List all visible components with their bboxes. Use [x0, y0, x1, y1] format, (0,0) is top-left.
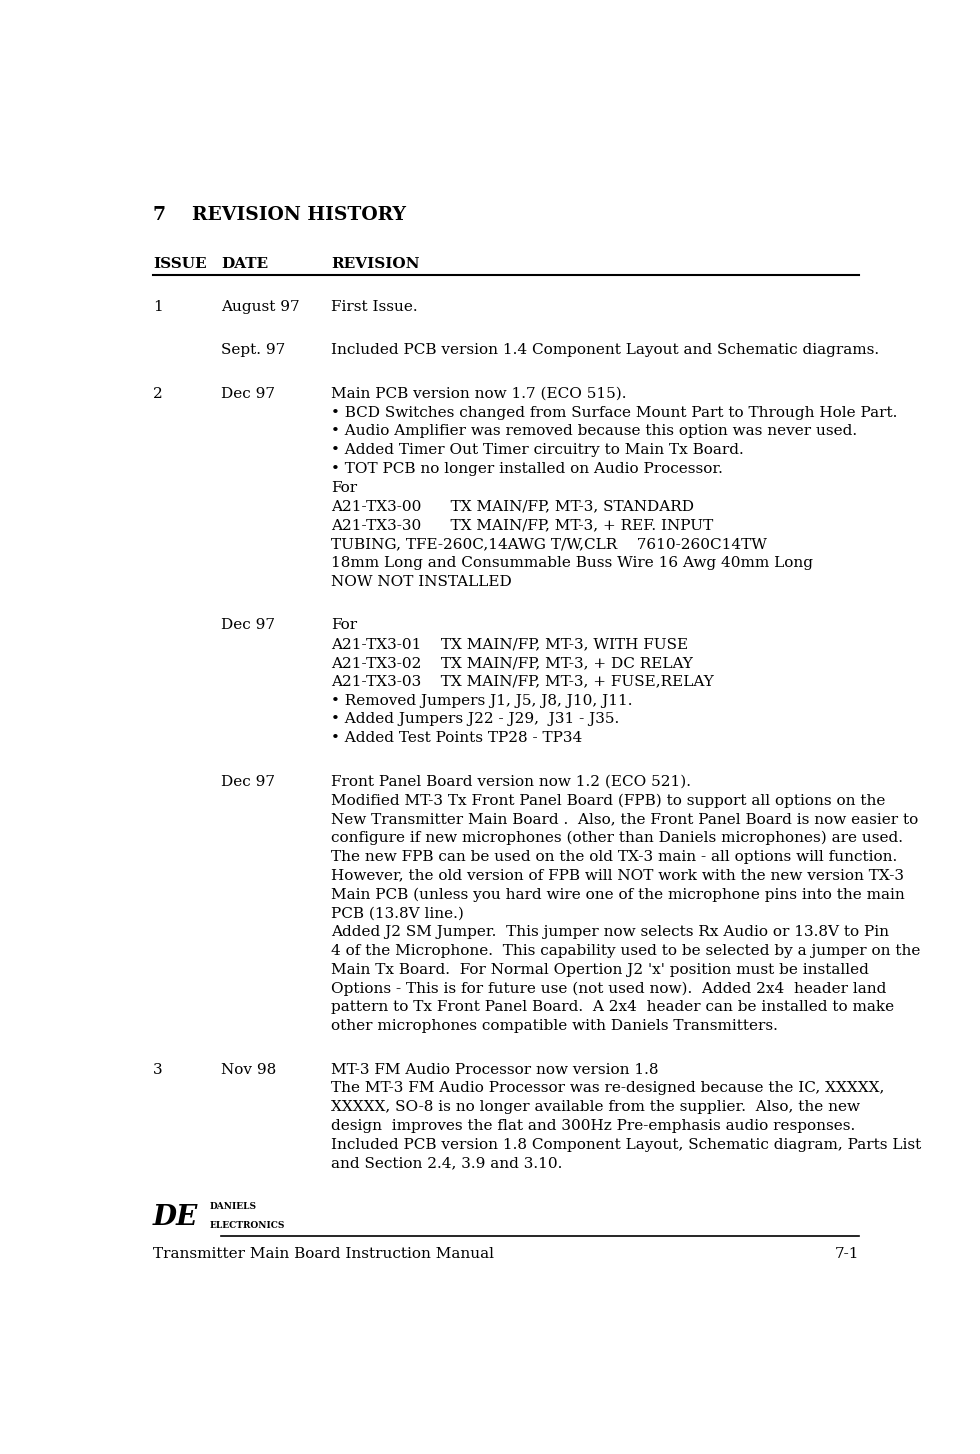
Text: For: For [331, 618, 358, 632]
Text: The new FPB can be used on the old TX-3 main - all options will function.: The new FPB can be used on the old TX-3 … [331, 849, 898, 864]
Text: XXXXX, SO-8 is no longer available from the supplier.  Also, the new: XXXXX, SO-8 is no longer available from … [331, 1101, 860, 1114]
Text: 18mm Long and Consummable Buss Wire 16 Awg 40mm Long: 18mm Long and Consummable Buss Wire 16 A… [331, 555, 813, 570]
Text: REVISION: REVISION [331, 257, 419, 272]
Text: Main PCB version now 1.7 (ECO 515).: Main PCB version now 1.7 (ECO 515). [331, 387, 627, 401]
Text: Main Tx Board.  For Normal Opertion J2 'x' position must be installed: Main Tx Board. For Normal Opertion J2 'x… [331, 963, 869, 977]
Text: configure if new microphones (other than Daniels microphones) are used.: configure if new microphones (other than… [331, 832, 904, 845]
Text: 1: 1 [153, 300, 163, 314]
Text: 4 of the Microphone.  This capability used to be selected by a jumper on the: 4 of the Microphone. This capability use… [331, 944, 921, 958]
Text: Transmitter Main Board Instruction Manual: Transmitter Main Board Instruction Manua… [153, 1248, 494, 1261]
Text: Modified MT-3 Tx Front Panel Board (FPB) to support all options on the: Modified MT-3 Tx Front Panel Board (FPB)… [331, 794, 886, 808]
Text: • Audio Amplifier was removed because this option was never used.: • Audio Amplifier was removed because th… [331, 425, 857, 438]
Text: A21-TX3-30      TX MAIN/FP, MT-3, + REF. INPUT: A21-TX3-30 TX MAIN/FP, MT-3, + REF. INPU… [331, 519, 713, 532]
Text: 7-1: 7-1 [835, 1248, 859, 1261]
Text: The MT-3 FM Audio Processor was re-designed because the IC, XXXXX,: The MT-3 FM Audio Processor was re-desig… [331, 1082, 885, 1095]
Text: other microphones compatible with Daniels Transmitters.: other microphones compatible with Daniel… [331, 1019, 778, 1034]
Text: For: For [331, 481, 358, 494]
Text: Main PCB (unless you hard wire one of the microphone pins into the main: Main PCB (unless you hard wire one of th… [331, 887, 906, 901]
Text: MT-3 FM Audio Processor now version 1.8: MT-3 FM Audio Processor now version 1.8 [331, 1063, 659, 1076]
Text: TUBING, TFE-260C,14AWG T/W,CLR    7610-260C14TW: TUBING, TFE-260C,14AWG T/W,CLR 7610-260C… [331, 537, 767, 551]
Text: • Added Timer Out Timer circuitry to Main Tx Board.: • Added Timer Out Timer circuitry to Mai… [331, 443, 744, 457]
Text: Sept. 97: Sept. 97 [221, 343, 285, 358]
Text: NOW NOT INSTALLED: NOW NOT INSTALLED [331, 574, 513, 589]
Text: New Transmitter Main Board .  Also, the Front Panel Board is now easier to: New Transmitter Main Board . Also, the F… [331, 813, 918, 826]
Text: design  improves the flat and 300Hz Pre-emphasis audio responses.: design improves the flat and 300Hz Pre-e… [331, 1120, 856, 1133]
Text: ISSUE: ISSUE [153, 257, 207, 272]
Text: A21-TX3-01    TX MAIN/FP, MT-3, WITH FUSE: A21-TX3-01 TX MAIN/FP, MT-3, WITH FUSE [331, 637, 689, 651]
Text: August 97: August 97 [221, 300, 300, 314]
Text: 3: 3 [153, 1063, 163, 1076]
Text: Nov 98: Nov 98 [221, 1063, 276, 1076]
Text: Dec 97: Dec 97 [221, 618, 275, 632]
Text: DATE: DATE [221, 257, 269, 272]
Text: 7    REVISION HISTORY: 7 REVISION HISTORY [153, 206, 406, 224]
Text: • Added Jumpers J22 - J29,  J31 - J35.: • Added Jumpers J22 - J29, J31 - J35. [331, 712, 619, 727]
Text: • TOT PCB no longer installed on Audio Processor.: • TOT PCB no longer installed on Audio P… [331, 462, 723, 475]
Text: A21-TX3-03    TX MAIN/FP, MT-3, + FUSE,RELAY: A21-TX3-03 TX MAIN/FP, MT-3, + FUSE,RELA… [331, 675, 714, 689]
Text: DANIELS: DANIELS [210, 1202, 257, 1211]
Text: Dec 97: Dec 97 [221, 775, 275, 788]
Text: Included PCB version 1.4 Component Layout and Schematic diagrams.: Included PCB version 1.4 Component Layou… [331, 343, 879, 358]
Text: First Issue.: First Issue. [331, 300, 418, 314]
Text: A21-TX3-02    TX MAIN/FP, MT-3, + DC RELAY: A21-TX3-02 TX MAIN/FP, MT-3, + DC RELAY [331, 656, 693, 670]
Text: • BCD Switches changed from Surface Mount Part to Through Hole Part.: • BCD Switches changed from Surface Moun… [331, 406, 898, 420]
Text: Dec 97: Dec 97 [221, 387, 275, 401]
Text: Added J2 SM Jumper.  This jumper now selects Rx Audio or 13.8V to Pin: Added J2 SM Jumper. This jumper now sele… [331, 925, 890, 939]
Text: 2: 2 [153, 387, 163, 401]
Text: • Removed Jumpers J1, J5, J8, J10, J11.: • Removed Jumpers J1, J5, J8, J10, J11. [331, 694, 633, 708]
Text: and Section 2.4, 3.9 and 3.10.: and Section 2.4, 3.9 and 3.10. [331, 1156, 563, 1170]
Text: ELECTRONICS: ELECTRONICS [210, 1221, 285, 1230]
Text: Options - This is for future use (not used now).  Added 2x4  header land: Options - This is for future use (not us… [331, 981, 887, 996]
Text: DE: DE [153, 1204, 198, 1232]
Text: Front Panel Board version now 1.2 (ECO 521).: Front Panel Board version now 1.2 (ECO 5… [331, 775, 691, 788]
Text: Included PCB version 1.8 Component Layout, Schematic diagram, Parts List: Included PCB version 1.8 Component Layou… [331, 1138, 921, 1152]
Text: • Added Test Points TP28 - TP34: • Added Test Points TP28 - TP34 [331, 731, 583, 744]
Text: However, the old version of FPB will NOT work with the new version TX-3: However, the old version of FPB will NOT… [331, 868, 905, 883]
Text: PCB (13.8V line.): PCB (13.8V line.) [331, 906, 465, 920]
Text: A21-TX3-00      TX MAIN/FP, MT-3, STANDARD: A21-TX3-00 TX MAIN/FP, MT-3, STANDARD [331, 500, 695, 513]
Text: pattern to Tx Front Panel Board.  A 2x4  header can be installed to make: pattern to Tx Front Panel Board. A 2x4 h… [331, 1000, 895, 1015]
